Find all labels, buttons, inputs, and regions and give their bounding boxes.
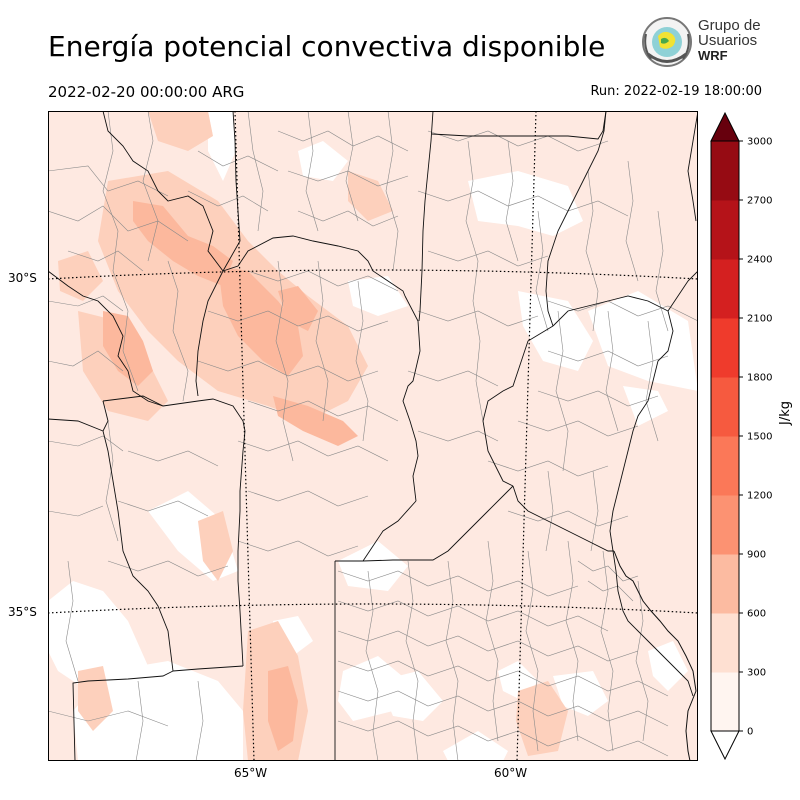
colorbar-extend-min	[710, 730, 740, 761]
colorbar-band	[711, 259, 739, 319]
colorbar-tick-label: 1500	[747, 432, 772, 443]
logo-wrf: WRF	[698, 48, 728, 63]
colorbar-svg: 0 300 600 900 1200 1500 1800 2100 2400 2700 3000	[710, 111, 772, 761]
colorbar-tick-label: 2700	[747, 196, 772, 207]
colorbar-band	[711, 377, 739, 437]
lon-label-65: 65°W	[234, 766, 268, 780]
page-title: Energía potencial convectiva disponible	[48, 30, 606, 63]
colorbar-band	[711, 141, 739, 201]
colorbar-tick-label: 2400	[747, 255, 772, 266]
lon-label-60: 60°W	[494, 766, 528, 780]
map-frame	[48, 111, 698, 761]
lat-label-35: 35°S	[8, 605, 37, 619]
colorbar-band	[711, 613, 739, 673]
graticule	[48, 111, 698, 761]
colorbar-tick-label: 0	[747, 727, 753, 738]
lon-65-line	[234, 111, 255, 761]
colorbar-band	[711, 436, 739, 496]
lat-label-30: 30°S	[8, 271, 37, 285]
colorbar-tick-label: 3000	[747, 137, 772, 148]
colorbar-band	[711, 318, 739, 378]
colorbar-tick-label: 1800	[747, 373, 772, 384]
logo-line2: Usuarios	[698, 32, 758, 49]
cape-zero-areas	[48, 111, 698, 761]
globe-icon	[642, 17, 692, 67]
lat-35-line	[48, 603, 698, 614]
colorbar-extend-max	[710, 111, 740, 142]
valid-time: 2022-02-20 00:00:00 ARG	[48, 83, 245, 101]
map-svg	[48, 111, 698, 761]
logo-line1: Grupo de	[698, 17, 761, 34]
colorbar: 0 300 600 900 1200 1500 1800 2100 2400 2700 3000	[709, 111, 779, 762]
colorbar-band	[711, 554, 739, 614]
colorbar-band	[711, 200, 739, 260]
run-time: Run: 2022-02-19 18:00:00	[590, 84, 762, 99]
cape-600-900	[103, 201, 358, 751]
cape-map	[48, 111, 698, 761]
colorbar-tick-label: 600	[747, 609, 766, 620]
province-borders	[48, 111, 698, 761]
colorbar-tick-label: 900	[747, 550, 766, 561]
colorbar-band	[711, 495, 739, 555]
coastline	[613, 550, 697, 761]
colorbar-band	[711, 672, 739, 732]
colorbar-tick-label: 300	[747, 668, 766, 679]
lat-30-line	[48, 269, 698, 280]
colorbar-tick-label: 2100	[747, 314, 772, 325]
colorbar-unit-label: J/kg	[778, 401, 793, 425]
colorbar-tick-label: 1200	[747, 491, 772, 502]
logo: Grupo de Usuarios WRF	[638, 14, 768, 74]
lon-60-line	[516, 111, 537, 761]
